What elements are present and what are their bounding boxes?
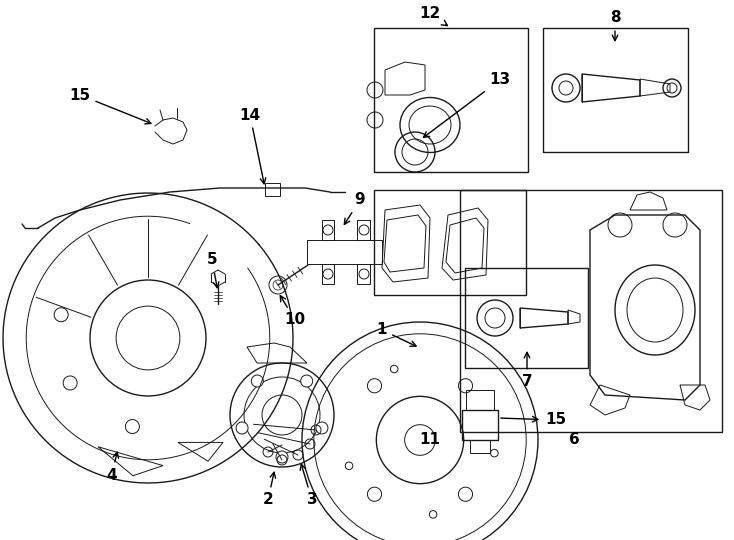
Text: 9: 9 [344, 192, 366, 224]
Text: 3: 3 [300, 464, 317, 508]
Text: 15: 15 [501, 413, 566, 428]
Text: 1: 1 [377, 322, 416, 346]
Bar [460, 190, 722, 432]
Text: 6: 6 [569, 433, 579, 448]
Text: 10: 10 [280, 296, 305, 327]
Text: 12: 12 [419, 6, 448, 25]
Text: 8: 8 [610, 10, 620, 40]
Text: 13: 13 [424, 72, 511, 137]
Bar [465, 268, 588, 368]
Circle shape [276, 451, 288, 463]
Bar [374, 28, 528, 172]
Text: 11: 11 [420, 433, 440, 448]
Text: 7: 7 [522, 352, 532, 389]
Circle shape [301, 375, 313, 387]
Circle shape [236, 422, 248, 434]
Text: 15: 15 [70, 87, 151, 124]
Bar [543, 28, 688, 152]
Text: 5: 5 [207, 253, 219, 288]
Bar [374, 190, 526, 295]
Circle shape [251, 375, 264, 387]
Circle shape [316, 422, 328, 434]
Text: 14: 14 [239, 107, 266, 184]
Text: 2: 2 [263, 472, 275, 508]
Text: 4: 4 [106, 452, 119, 483]
